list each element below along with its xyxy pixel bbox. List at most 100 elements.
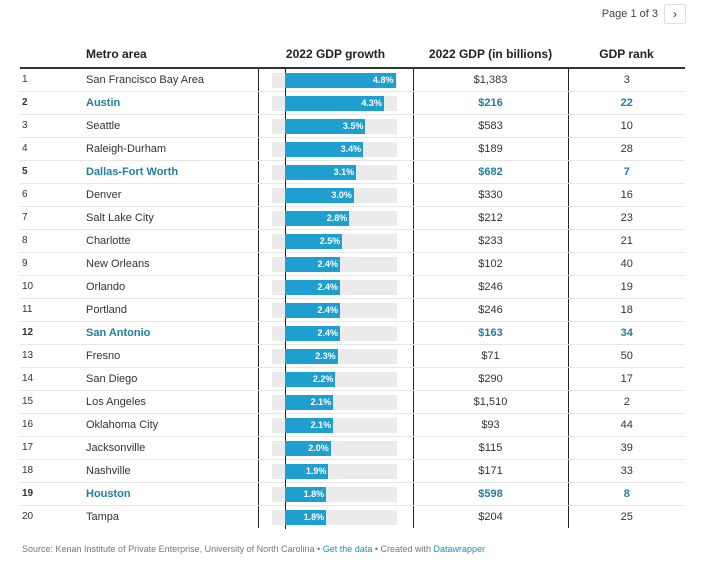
separator: • xyxy=(372,544,381,554)
row-index: 1 xyxy=(20,68,86,92)
datawrapper-link[interactable]: Datawrapper xyxy=(433,544,486,554)
growth-cell: 2.4% xyxy=(257,297,414,322)
header-gdp-rank[interactable]: GDP rank xyxy=(568,40,685,69)
gdp-value: $583 xyxy=(413,114,569,138)
bar-track: 2.1% xyxy=(271,417,397,433)
bar-track: 3.1% xyxy=(271,164,397,180)
gdp-rank: 3 xyxy=(568,68,685,92)
row-index: 17 xyxy=(20,436,86,460)
bar-track: 2.0% xyxy=(271,440,397,456)
row-index: 5 xyxy=(20,160,86,184)
growth-cell: 4.3% xyxy=(257,90,414,115)
gdp-value: $102 xyxy=(413,252,569,276)
row-index: 14 xyxy=(20,367,86,391)
row-index: 11 xyxy=(20,298,86,322)
growth-cell: 2.1% xyxy=(257,389,414,414)
gdp-value: $93 xyxy=(413,413,569,437)
source-text: Source: Kenan Institute of Private Enter… xyxy=(22,544,315,554)
gdp-rank: 34 xyxy=(568,321,685,345)
gdp-value: $212 xyxy=(413,206,569,230)
growth-cell: 2.5% xyxy=(257,228,414,253)
bar-track: 3.4% xyxy=(271,141,397,157)
gdp-table: Metro area 2022 GDP growth 2022 GDP (in … xyxy=(20,40,685,529)
separator: • xyxy=(314,544,323,554)
gdp-rank: 25 xyxy=(620,510,633,523)
growth-cell: 2.8% xyxy=(257,205,414,230)
metro-name: Nashville xyxy=(86,459,258,483)
row-index: 6 xyxy=(20,183,86,207)
gdp-rank: 21 xyxy=(568,229,685,253)
table-row: 16 Oklahoma City 2.1% $93 44 xyxy=(20,412,685,437)
header-metro-area[interactable]: Metro area xyxy=(86,40,258,69)
growth-bar: 2.3% xyxy=(284,348,338,364)
table-row: 1 San Francisco Bay Area 4.8% $1,383 3 xyxy=(20,68,685,92)
header-gdp-growth[interactable]: 2022 GDP growth xyxy=(258,40,413,69)
row-index: 3 xyxy=(20,114,86,138)
gdp-value: $71 xyxy=(413,344,569,368)
bar-track: 2.8% xyxy=(271,210,397,226)
header-gdp[interactable]: 2022 GDP (in billions) xyxy=(413,40,568,69)
gdp-value: $216 xyxy=(413,91,569,115)
gdp-value: $189 xyxy=(413,137,569,161)
table-row: 10 Orlando 2.4% $246 19 xyxy=(20,274,685,299)
growth-cell: 1.8% xyxy=(257,481,414,506)
table-row: 4 Raleigh-Durham 3.4% $189 28 xyxy=(20,136,685,161)
metro-name: Tampa xyxy=(86,510,120,523)
gdp-rank: 50 xyxy=(568,344,685,368)
metro-name: Salt Lake City xyxy=(86,206,258,230)
chevron-right-icon: › xyxy=(673,7,677,21)
row-index: 20 xyxy=(22,511,34,523)
row-index: 8 xyxy=(20,229,86,253)
bar-track: 2.5% xyxy=(271,233,397,249)
growth-bar: 1.9% xyxy=(284,463,329,479)
gdp-value: $598 xyxy=(413,482,569,506)
growth-cell: 3.4% xyxy=(257,136,414,161)
metro-name: Portland xyxy=(86,298,258,322)
metro-name: Austin xyxy=(86,91,258,115)
growth-cell: 2.1% xyxy=(257,412,414,437)
bar-track: 4.3% xyxy=(271,95,397,111)
row-index: 4 xyxy=(20,137,86,161)
table-row: 18 Nashville 1.9% $171 33 xyxy=(20,458,685,483)
metro-name: Los Angeles xyxy=(86,390,258,414)
growth-cell: 2.4% xyxy=(257,274,414,299)
gdp-value: $246 xyxy=(413,298,569,322)
metro-name: Raleigh-Durham xyxy=(86,137,258,161)
growth-cell: 4.8% xyxy=(257,68,414,92)
gdp-rank: 18 xyxy=(568,298,685,322)
row-index: 10 xyxy=(20,275,86,299)
header-row: Metro area 2022 GDP growth 2022 GDP (in … xyxy=(20,40,685,69)
metro-name: Orlando xyxy=(86,275,258,299)
growth-bar: 2.4% xyxy=(284,302,340,318)
row-index: 16 xyxy=(20,413,86,437)
growth-bar: 3.0% xyxy=(284,187,354,203)
metro-name: Oklahoma City xyxy=(86,413,258,437)
row-index: 18 xyxy=(20,459,86,483)
growth-bar: 2.1% xyxy=(284,417,334,433)
bar-track: 2.2% xyxy=(271,371,397,387)
bar-track: 2.3% xyxy=(271,348,397,364)
bar-track: 3.5% xyxy=(271,118,397,134)
gdp-rank: 28 xyxy=(568,137,685,161)
row-index: 15 xyxy=(20,390,86,414)
row-index: 13 xyxy=(20,344,86,368)
table-row: 12 San Antonio 2.4% $163 34 xyxy=(20,320,685,345)
metro-name: San Antonio xyxy=(86,321,258,345)
gdp-value: $233 xyxy=(413,229,569,253)
get-data-link[interactable]: Get the data xyxy=(322,544,373,554)
bar-track: 2.4% xyxy=(271,256,397,272)
gdp-value: $163 xyxy=(413,321,569,345)
growth-bar: 2.2% xyxy=(284,371,336,387)
gdp-value: $171 xyxy=(413,459,569,483)
table-row: 3 Seattle 3.5% $583 10 xyxy=(20,113,685,138)
growth-bar: 2.4% xyxy=(284,325,340,341)
growth-bar: 3.1% xyxy=(284,164,357,180)
bar-track: 4.8% xyxy=(271,73,397,88)
growth-cell: 2.0% xyxy=(257,435,414,460)
gdp-value: $204 xyxy=(413,505,569,528)
gdp-value: $1,383 xyxy=(413,68,569,92)
table-row: 13 Fresno 2.3% $71 50 xyxy=(20,343,685,368)
growth-cell: 3.0% xyxy=(257,182,414,207)
next-page-button[interactable]: › xyxy=(664,4,686,24)
bar-track: 1.8% xyxy=(271,486,397,502)
